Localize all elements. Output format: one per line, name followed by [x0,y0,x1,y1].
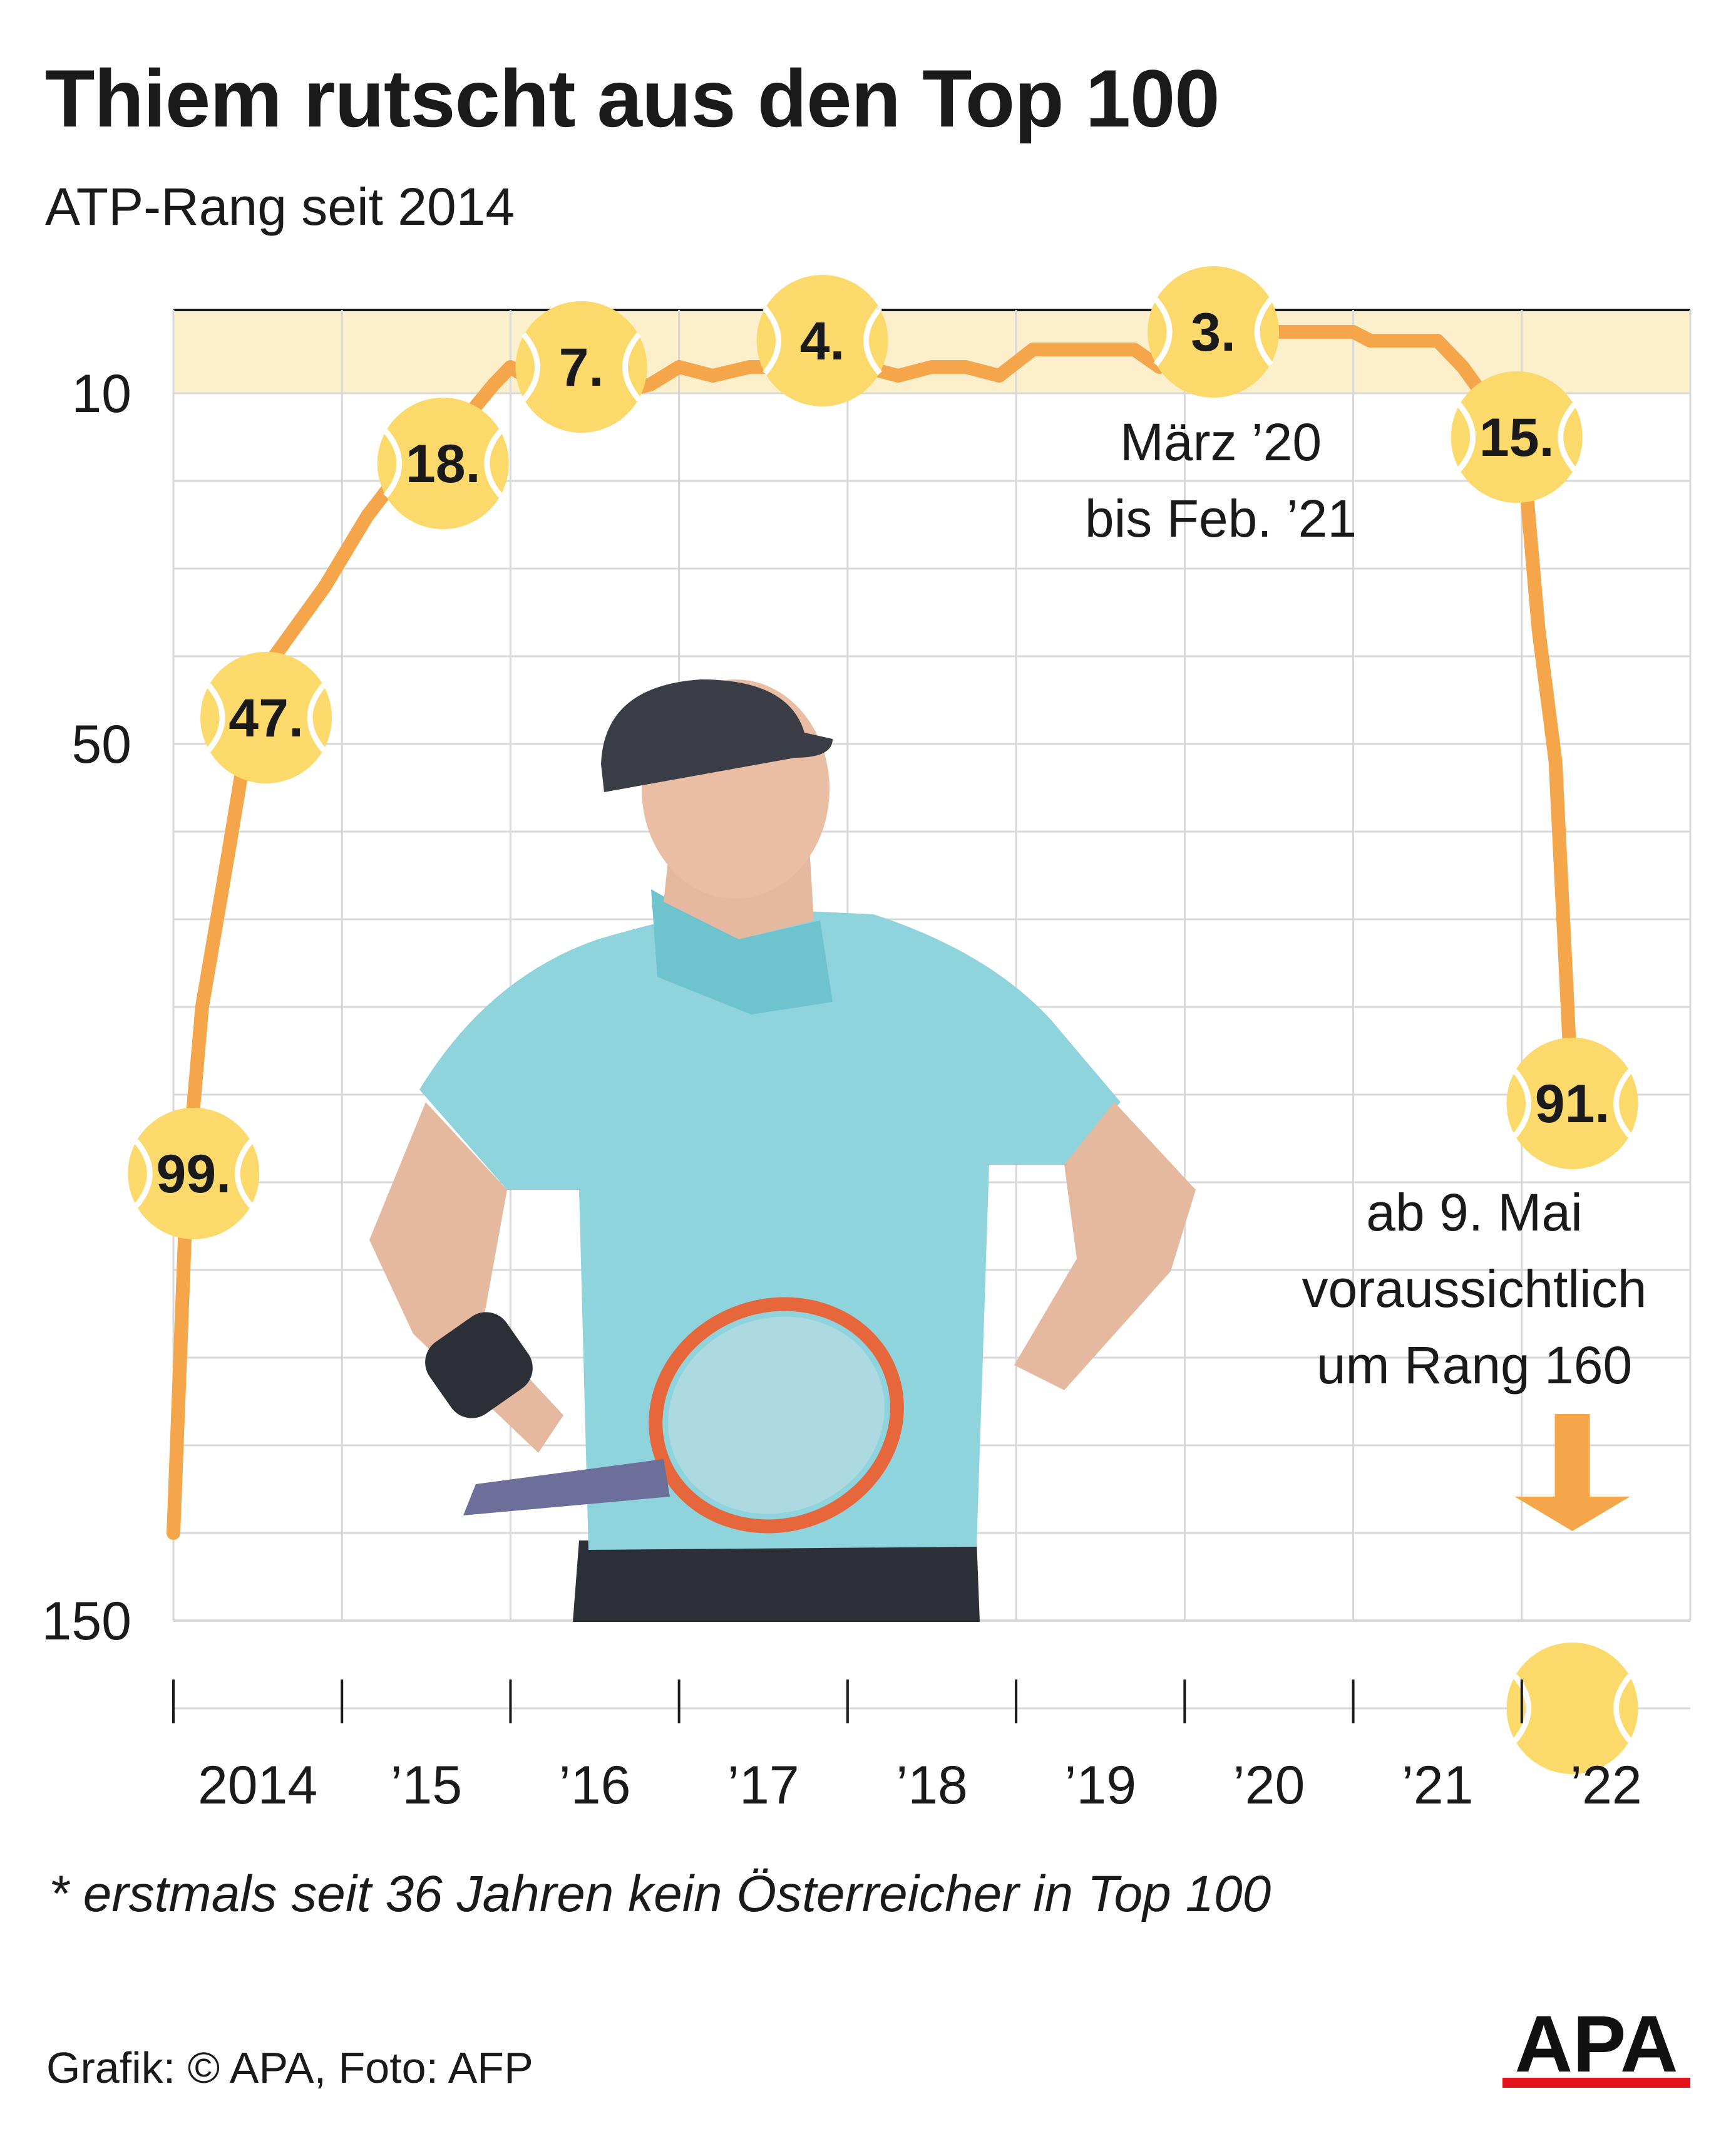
rank-point-label: 91. [1535,1074,1610,1134]
racket-head [649,1297,904,1534]
x-tick-label: 2014 [198,1755,317,1815]
player-wristband [425,1312,533,1418]
projection-label: ab 9. Mai [1366,1183,1583,1242]
x-tick-label: ’19 [1064,1755,1136,1815]
ball-seam [622,333,641,401]
ball-seam [206,683,225,752]
x-tick-label: ’21 [1402,1755,1474,1815]
tennis-ball-icon [377,398,509,529]
ball-seam [1513,1674,1532,1743]
down-arrow-icon [1514,1414,1630,1531]
rank-point [200,652,332,783]
ball-markers: 99. 47. 18. 7. 4. 3. 15. 91. [128,266,1638,1774]
rank-point [377,398,509,529]
ball-seam [763,306,781,375]
x-tick-label: ’15 [390,1755,462,1815]
y-tick-label: 50 [71,715,131,775]
apa-logo-bar [1502,2078,1690,2088]
rank-point-label: 3. [1191,302,1236,363]
x-tick-label: ’18 [896,1755,968,1815]
ball-seam [484,429,503,498]
rank-chart: 99. 47. 18. 7. 4. 3. 15. 91. 10 50 150 2014 ’15 ’16 ’… [42,266,1692,1815]
rank-point-label: 4. [800,311,845,371]
projection-label: voraussichtlich [1302,1259,1647,1318]
projection-ball [1506,1643,1638,1774]
ball-seam [133,1139,153,1208]
ball-seam [863,306,882,375]
ball-seam [521,333,541,401]
player-photo [369,679,1196,1622]
tennis-ball-icon [1506,1038,1638,1169]
player-shorts [573,1540,980,1622]
ball-seam [307,683,326,752]
rank-point-label: 18. [406,434,481,494]
page-subtitle: ATP-Rang seit 2014 [45,177,515,236]
x-tick-label: ’16 [559,1755,631,1815]
ball-seam [1558,403,1577,472]
player-shirt [419,908,1121,1550]
tennis-ball-icon [1451,371,1583,503]
player-collar [651,889,833,1014]
top-ten-band [173,309,1690,393]
player-right-arm [1014,1102,1196,1390]
ball-seam [234,1139,254,1208]
rank-point [515,301,647,433]
ball-seam [383,429,403,498]
footnote: * erstmals seit 36 Jahren kein Österreic… [49,1865,1271,1922]
player-cap [601,679,833,792]
rank-point-label: 15. [1479,408,1554,468]
ball-seam [1254,297,1273,366]
tennis-ball-icon [200,652,332,783]
rank-point [1506,1038,1638,1169]
x-tick-label: ’22 [1570,1755,1642,1815]
ball-seam [1513,1069,1532,1138]
source-credit: Grafik: © APA, Foto: AFP [46,2043,533,2092]
tennis-ball-icon [1506,1643,1638,1774]
rank-point [128,1108,260,1239]
rank-point-label: 47. [229,688,304,748]
x-tick-label: ’20 [1233,1755,1305,1815]
tennis-ball-icon [756,275,888,406]
peak-annotation: März ’20 [1120,413,1322,472]
chart-labels: 10 50 150 2014 ’15 ’16 ’17 ’18 ’19 ’20 ’21 ’22 ab 9.… [42,364,1647,1815]
apa-logo-text: APA [1515,2004,1678,2089]
y-tick-label: 150 [42,1591,132,1651]
rank-point-label: 7. [559,338,604,398]
axis-ticks [172,1680,1523,1723]
tennis-ball-icon [128,1108,260,1239]
ball-seam [1613,1069,1633,1138]
projection-label: um Rang 160 [1317,1336,1632,1395]
rank-point-label: 99. [157,1144,232,1204]
tennis-ball-icon [1148,266,1280,398]
ball-seam [1153,297,1173,366]
rank-point [1148,266,1280,398]
racket-strings [668,1316,885,1514]
ball-seam [1457,403,1476,472]
rank-point [756,275,888,406]
apa-logo: APA [1502,2004,1690,2089]
tennis-ball-icon [515,301,647,433]
rank-point [1451,371,1583,503]
ball-seam [1613,1674,1633,1743]
peak-annotation: bis Feb. ’21 [1085,489,1357,548]
x-tick-label: ’17 [727,1755,799,1815]
page-title: Thiem rutscht aus den Top 100 [45,53,1220,144]
top-ten-band-rect [173,310,1690,393]
racket-handle [463,1459,670,1515]
y-tick-label: 10 [71,364,131,424]
